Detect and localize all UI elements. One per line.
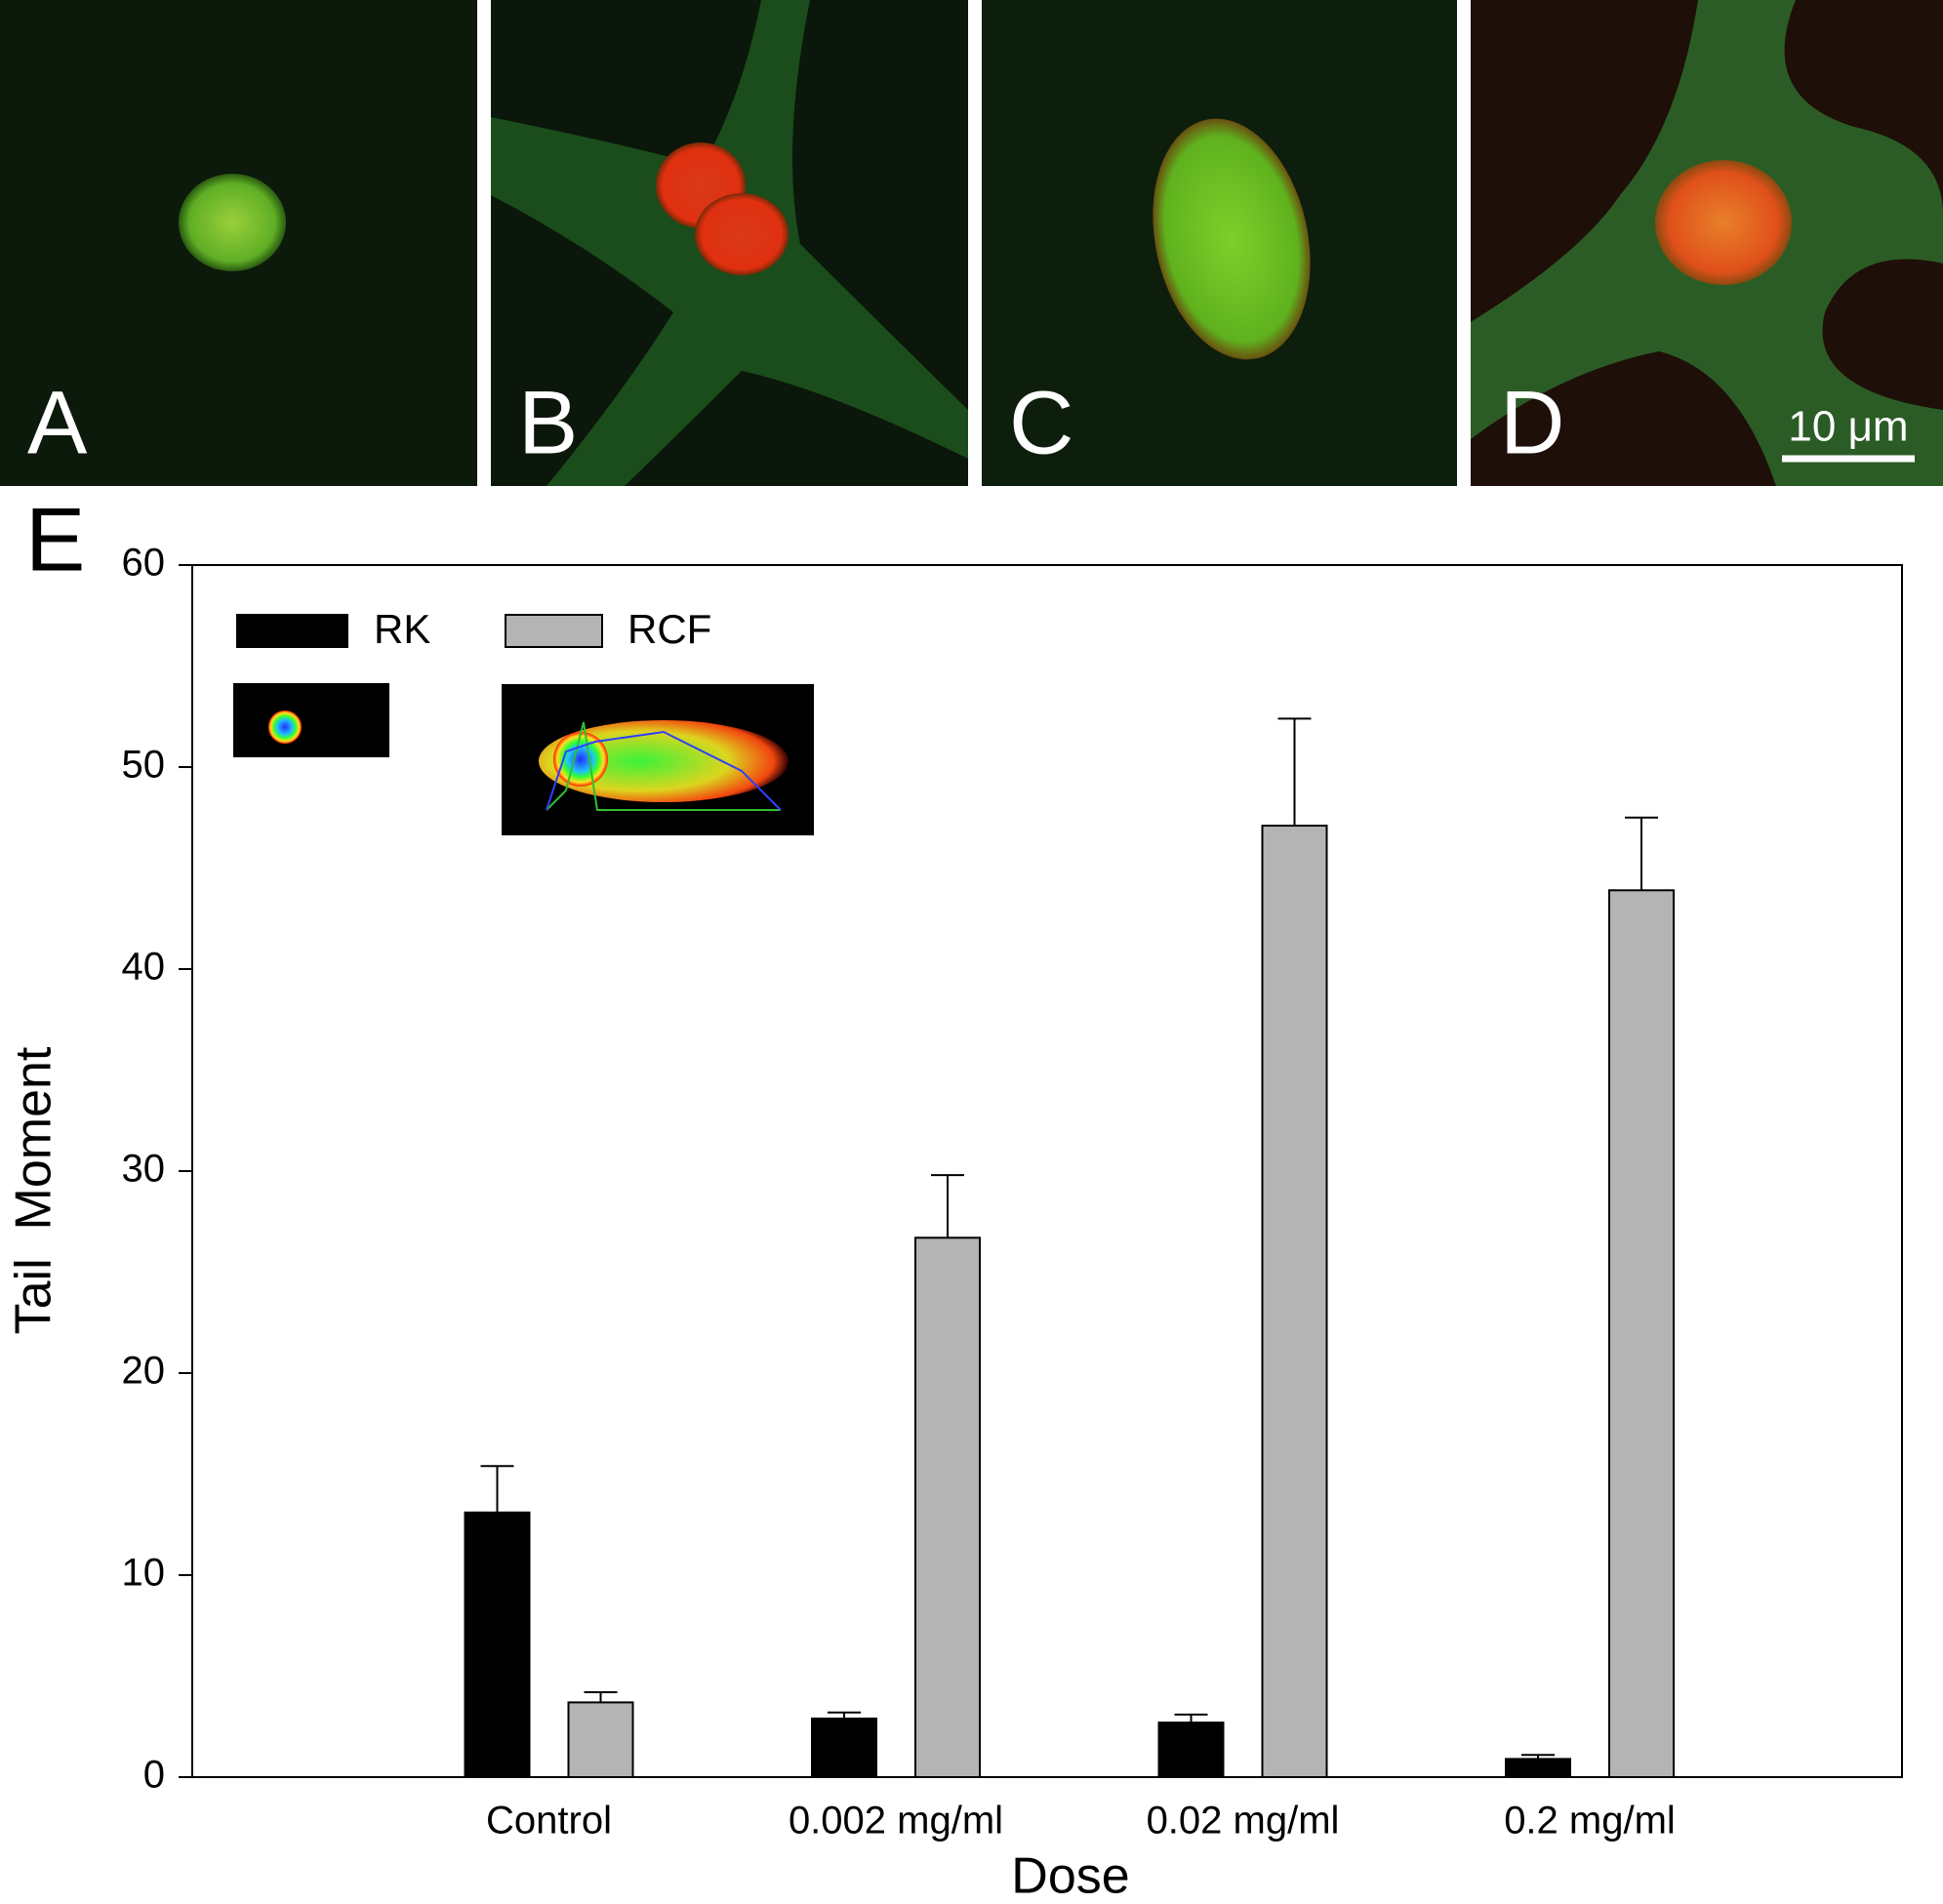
panel-label: D	[1500, 373, 1564, 472]
legend-label: RK	[374, 606, 430, 652]
bar	[1261, 825, 1328, 1778]
x-tick-label: 0.002 mg/ml	[789, 1800, 1003, 1843]
y-tick-label: 40	[122, 946, 166, 989]
panel-label: A	[27, 373, 88, 472]
nucleus	[179, 174, 286, 271]
bar	[914, 1236, 981, 1779]
x-axis-title: Dose	[1011, 1848, 1129, 1904]
bar	[1157, 1722, 1225, 1778]
x-tick-label: Control	[486, 1800, 612, 1843]
x-tick-label: 0.2 mg/ml	[1504, 1800, 1676, 1843]
bar	[567, 1701, 634, 1779]
bar	[1505, 1758, 1571, 1778]
panel-label: C	[1009, 373, 1073, 472]
micrographs	[0, 0, 1943, 486]
comet-image	[233, 683, 389, 757]
y-tick-label: 60	[122, 542, 166, 585]
comet-head	[268, 710, 302, 744]
bar	[1608, 889, 1675, 1778]
profile-line	[546, 730, 782, 811]
nucleus	[1655, 160, 1792, 285]
y-tick-label: 20	[122, 1350, 166, 1393]
nucleus	[1153, 118, 1311, 360]
comet-head	[553, 732, 608, 787]
profile-line	[546, 721, 781, 811]
legend-label: RCF	[627, 606, 711, 652]
legend-swatch	[505, 614, 603, 648]
y-tick-label: 0	[143, 1754, 165, 1797]
legend-swatch	[236, 614, 348, 648]
y-axis-title: Tail Moment	[6, 1046, 62, 1334]
bar	[464, 1511, 531, 1778]
y-tick-label: 10	[122, 1552, 166, 1595]
x-tick-label: 0.02 mg/ml	[1147, 1800, 1340, 1843]
nucleus	[695, 193, 789, 275]
bar	[811, 1717, 877, 1778]
panel-label: E	[25, 490, 85, 589]
y-tick-label: 50	[122, 744, 166, 787]
y-tick-label: 30	[122, 1148, 166, 1191]
comet-insets	[233, 683, 814, 835]
scale-bar-label: 10 μm	[1788, 403, 1908, 451]
panel-label: B	[518, 373, 578, 472]
